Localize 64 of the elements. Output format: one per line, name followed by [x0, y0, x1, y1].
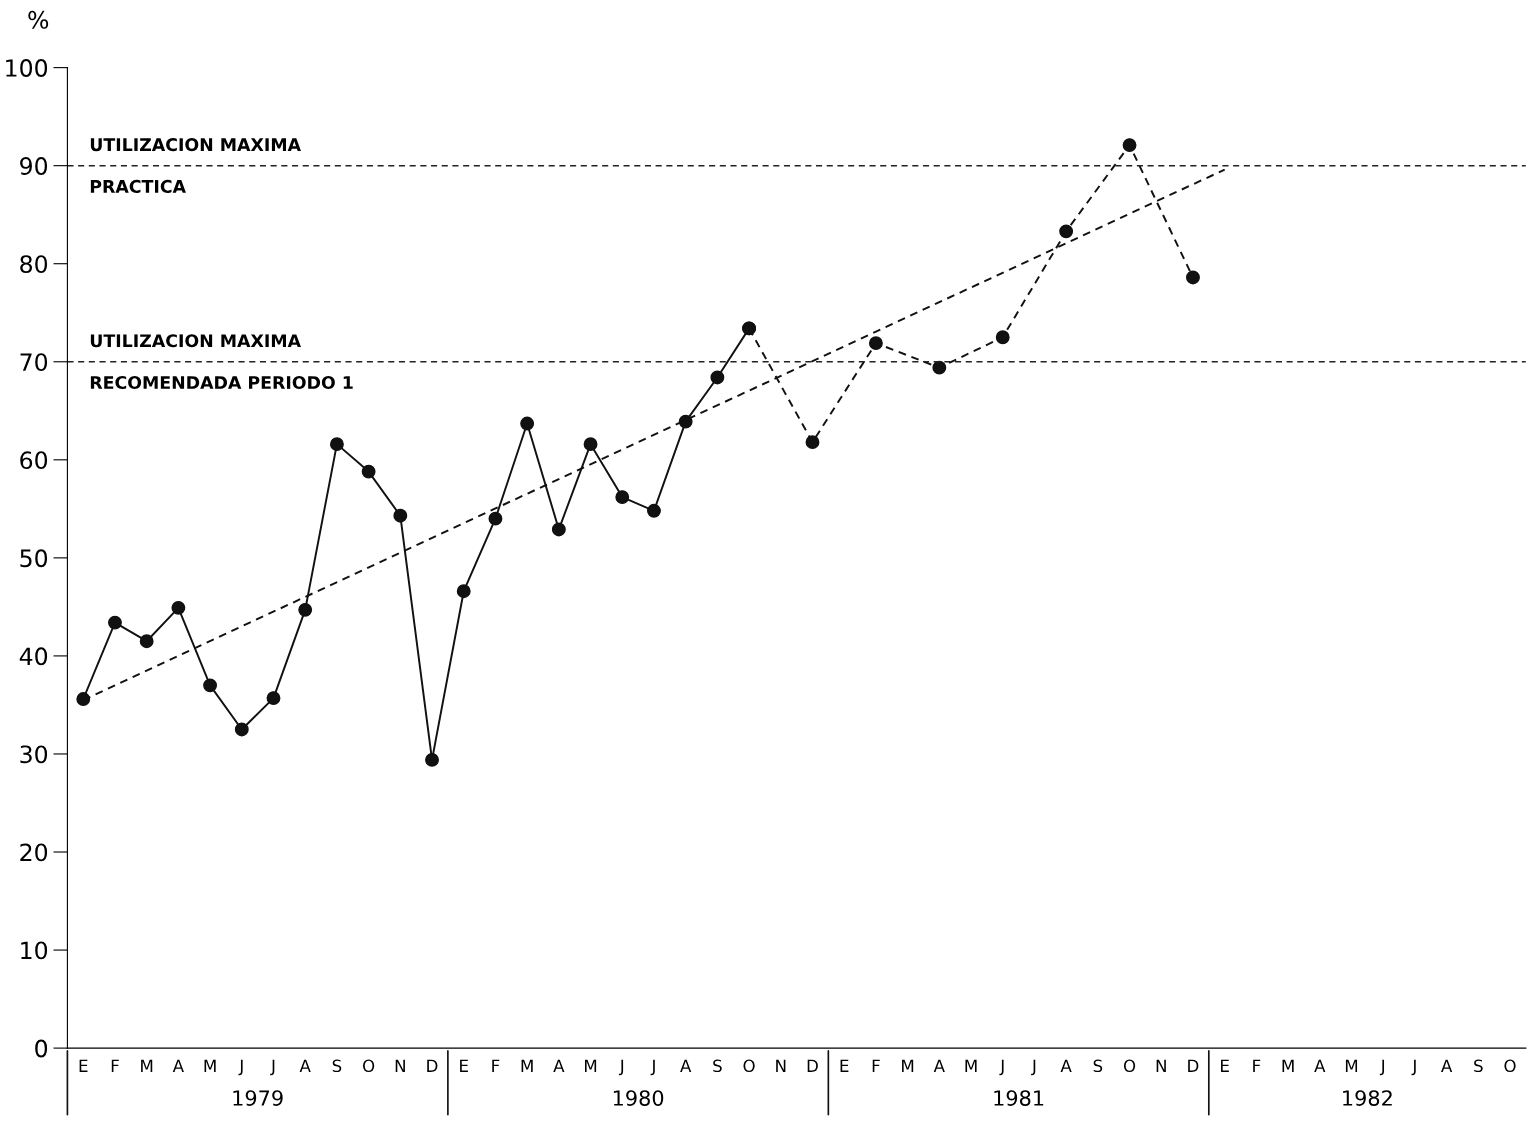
x-tick-label: M: [585, 1059, 597, 1072]
x-tick-label: A: [553, 1059, 565, 1072]
x-tick-label: A: [172, 1059, 184, 1072]
y-tick-label: 70: [20, 353, 48, 372]
x-tick-label: N: [395, 1059, 405, 1072]
x-tick-label: A: [1060, 1059, 1072, 1072]
x-tick-label: J: [1411, 1059, 1416, 1076]
x-tick-label: N: [776, 1059, 786, 1072]
x-tick-label: D: [807, 1059, 818, 1072]
x-tick-label: M: [902, 1059, 914, 1072]
x-tick-label: S: [1474, 1059, 1483, 1073]
x-tick-label: J: [1031, 1059, 1036, 1076]
x-tick-label: M: [1345, 1059, 1358, 1072]
y-tick-label: 40: [19, 647, 48, 666]
x-tick-label: S: [1093, 1059, 1103, 1073]
x-tick-label: O: [1504, 1059, 1516, 1073]
x-tick-label: F: [872, 1059, 880, 1072]
x-tick-label: S: [332, 1059, 342, 1073]
x-tick-label: F: [1253, 1059, 1261, 1072]
x-tick-label: O: [1123, 1059, 1136, 1073]
x-tick-label: J: [618, 1059, 624, 1076]
x-tick-label: A: [1314, 1059, 1326, 1072]
y-tick-label: 60: [20, 451, 48, 470]
text: UTILIZACION MAXIMA PRACTICA: [90, 138, 301, 193]
x-tick-label: E: [79, 1059, 88, 1072]
y-tick-label: 30: [20, 745, 48, 764]
x-tick-label: O: [743, 1059, 755, 1073]
x-tick-label: J: [1379, 1059, 1385, 1076]
text: 1981: [994, 1090, 1044, 1106]
x-tick-label: S: [713, 1059, 722, 1073]
text: UTILIZACION MAXIMA RECOMENDADA PERIODO 1: [90, 334, 353, 390]
x-tick-label: M: [965, 1059, 977, 1072]
text: 1980: [613, 1090, 664, 1106]
x-tick-label: A: [680, 1059, 692, 1072]
text: 1982: [1343, 1090, 1392, 1106]
x-tick-label: M: [141, 1059, 153, 1072]
x-tick-label: D: [1188, 1059, 1199, 1072]
x-tick-label: M: [204, 1059, 216, 1072]
text: 1979: [233, 1090, 283, 1106]
y-tick-label: 10: [21, 941, 48, 960]
y-tick-label: 80: [20, 255, 48, 274]
x-tick-label: O: [362, 1059, 375, 1073]
x-tick-label: J: [650, 1059, 655, 1076]
x-tick-label: E: [460, 1059, 468, 1072]
x-tick-label: D: [427, 1059, 438, 1072]
x-tick-label: F: [111, 1059, 119, 1072]
x-tick-label: E: [840, 1059, 849, 1072]
x-tick-label: A: [1441, 1059, 1453, 1072]
x-tick-label: F: [492, 1059, 500, 1072]
x-tick-label: A: [299, 1059, 311, 1072]
x-tick-label: J: [238, 1059, 243, 1076]
y-tick-label: 100: [6, 59, 48, 77]
x-tick-label: E: [1221, 1059, 1229, 1072]
y-tick-label: 20: [20, 843, 48, 862]
x-tick-label: M: [521, 1059, 533, 1072]
x-tick-label: J: [270, 1059, 275, 1076]
y-tick-label: 0: [35, 1039, 48, 1058]
x-tick-label: M: [1282, 1059, 1294, 1072]
y-axis-title: %: [28, 10, 49, 29]
x-tick-label: N: [1156, 1059, 1166, 1072]
x-tick-label: J: [999, 1059, 1004, 1076]
x-tick-label: A: [933, 1059, 945, 1072]
y-tick-label: 50: [20, 549, 48, 568]
y-tick-label: 90: [20, 157, 48, 175]
